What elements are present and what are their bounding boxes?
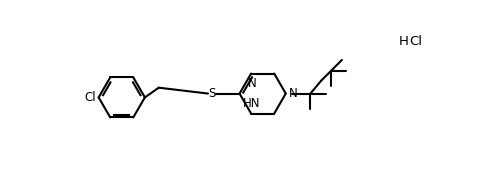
Text: H: H [398,36,408,48]
Text: HN: HN [242,97,260,111]
Text: Cl: Cl [84,91,95,104]
Text: N: N [288,87,297,100]
Text: Cl: Cl [409,36,422,48]
Text: S: S [208,87,215,100]
Text: N: N [247,77,256,90]
